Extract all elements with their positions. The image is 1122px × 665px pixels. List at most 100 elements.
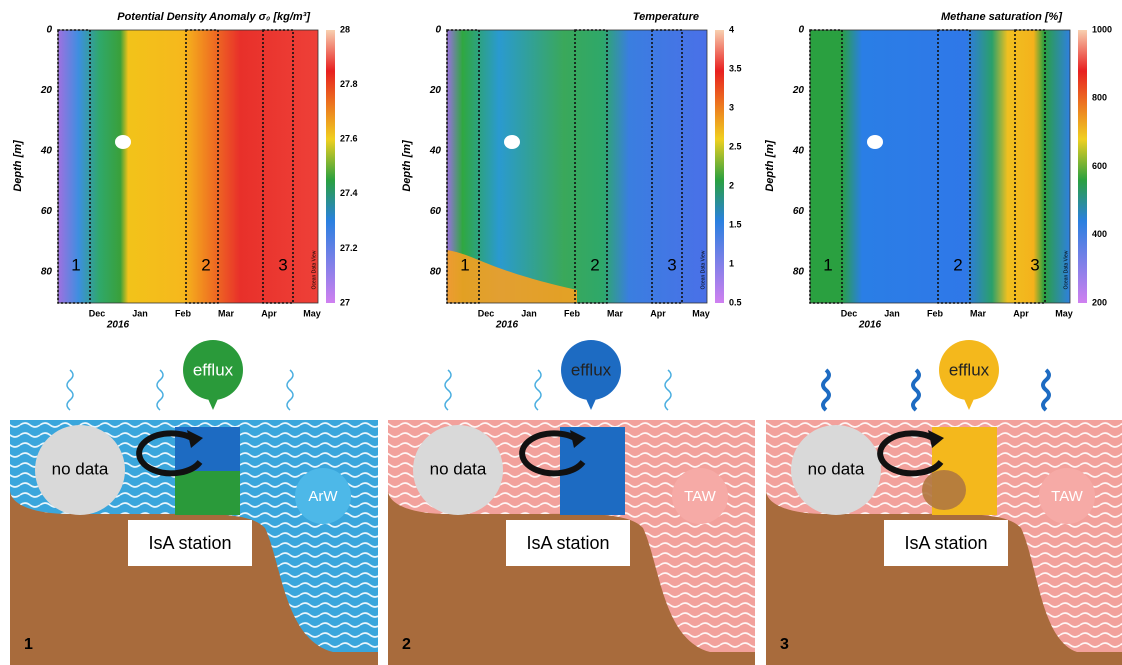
bubble-label: efflux bbox=[193, 360, 234, 379]
no-data-label: no data bbox=[430, 459, 487, 478]
x-tick-label: Apr bbox=[650, 308, 666, 318]
y-tick-label: 40 bbox=[40, 146, 53, 157]
wave-signal bbox=[445, 370, 451, 410]
colorbar-tick-label: 28 bbox=[340, 24, 350, 34]
y-axis-label: Depth [m] bbox=[401, 140, 413, 192]
x-tick-label: Mar bbox=[970, 308, 987, 318]
x-tick-label: Dec bbox=[89, 308, 106, 318]
colorbar bbox=[715, 30, 724, 303]
y-tick-label: 20 bbox=[40, 85, 53, 96]
x-tick-label: Dec bbox=[841, 308, 858, 318]
data-gap bbox=[115, 135, 131, 149]
x-tick-label: Mar bbox=[607, 308, 624, 318]
colorbar-tick-label: 27.8 bbox=[340, 79, 358, 89]
no-data-label: no data bbox=[808, 459, 865, 478]
colorbar-tick-label: 1.5 bbox=[729, 219, 742, 229]
y-tick-label: 80 bbox=[430, 267, 442, 278]
y-axis-label: Depth [m] bbox=[12, 140, 24, 192]
x-tick-label: Feb bbox=[175, 308, 192, 318]
y-tick-label: 0 bbox=[798, 25, 804, 36]
station-bottom bbox=[175, 471, 240, 515]
year-label: 2016 bbox=[495, 320, 519, 331]
zone-label: 1 bbox=[460, 255, 469, 274]
zone-label: 2 bbox=[201, 255, 210, 274]
data-gap bbox=[867, 135, 883, 149]
colorbar bbox=[326, 30, 335, 303]
colorbar-tick-label: 27.2 bbox=[340, 243, 358, 253]
x-tick-label: May bbox=[692, 308, 710, 318]
colorbar-tick-label: 800 bbox=[1092, 93, 1107, 103]
y-tick-label: 80 bbox=[793, 267, 805, 278]
colorbar-tick-label: 2 bbox=[729, 180, 734, 190]
colorbar-tick-label: 1 bbox=[729, 258, 734, 268]
y-tick-label: 80 bbox=[41, 267, 53, 278]
colorbar-tick-label: 1000 bbox=[1092, 24, 1112, 34]
x-tick-label: Dec bbox=[478, 308, 495, 318]
colorbar-tick-label: 600 bbox=[1092, 161, 1107, 171]
station-label: IsA station bbox=[526, 533, 609, 553]
colorbar bbox=[1078, 30, 1087, 303]
x-tick-label: Apr bbox=[261, 308, 277, 318]
water-mass-label: ArW bbox=[308, 488, 338, 505]
panel-number: 3 bbox=[780, 636, 789, 653]
y-tick-label: 20 bbox=[792, 85, 805, 96]
colorbar-tick-label: 2.5 bbox=[729, 141, 742, 151]
colorbar-tick-label: 4 bbox=[729, 24, 734, 34]
zone-label: 3 bbox=[278, 255, 287, 274]
year-label: 2016 bbox=[858, 320, 882, 331]
x-tick-label: May bbox=[303, 308, 321, 318]
year-label: 2016 bbox=[106, 320, 130, 331]
sediment bbox=[922, 470, 966, 510]
no-data-label: no data bbox=[52, 459, 109, 478]
x-tick-label: Jan bbox=[884, 308, 900, 318]
colorbar-tick-label: 400 bbox=[1092, 229, 1107, 239]
y-tick-label: 20 bbox=[429, 85, 442, 96]
y-tick-label: 60 bbox=[793, 206, 805, 217]
colorbar-tick-label: 0.5 bbox=[729, 297, 742, 307]
x-tick-label: Mar bbox=[218, 308, 235, 318]
colorbar-tick-label: 27 bbox=[340, 297, 350, 307]
y-axis-label: Depth [m] bbox=[764, 140, 776, 192]
panel-number: 2 bbox=[402, 636, 411, 653]
x-tick-label: Feb bbox=[927, 308, 944, 318]
wave-signal bbox=[823, 370, 829, 410]
figure: Potential Density Anomaly σ₀ [kg/m³] Dept… bbox=[0, 0, 1122, 665]
x-tick-label: Jan bbox=[132, 308, 148, 318]
wave-signal bbox=[665, 370, 671, 410]
wave-signal bbox=[287, 370, 293, 410]
y-tick-label: 0 bbox=[435, 25, 441, 36]
water-mass-label: TAW bbox=[1051, 488, 1083, 505]
wave-signal bbox=[1043, 370, 1049, 410]
colorbar-tick-label: 3.5 bbox=[729, 63, 742, 73]
panel-number: 1 bbox=[24, 636, 33, 653]
data-gap bbox=[504, 135, 520, 149]
water-mass-label: TAW bbox=[684, 488, 716, 505]
y-tick-label: 60 bbox=[41, 206, 53, 217]
y-tick-label: 40 bbox=[792, 146, 805, 157]
plot-title: Temperature bbox=[633, 11, 699, 23]
y-tick-label: 40 bbox=[429, 146, 442, 157]
zone-label: 3 bbox=[667, 255, 676, 274]
station-label: IsA station bbox=[148, 533, 231, 553]
wave-signal bbox=[157, 370, 163, 410]
wave-signal bbox=[913, 370, 919, 410]
watermark: Ocean Data View bbox=[700, 250, 706, 289]
zone-label: 2 bbox=[953, 255, 962, 274]
colorbar-tick-label: 27.4 bbox=[340, 188, 358, 198]
bubble-label: efflux bbox=[949, 360, 990, 379]
x-tick-label: Apr bbox=[1013, 308, 1029, 318]
station-label: IsA station bbox=[904, 533, 987, 553]
zone-label: 1 bbox=[71, 255, 80, 274]
bubble-label: efflux bbox=[571, 360, 612, 379]
x-tick-label: Jan bbox=[521, 308, 537, 318]
x-tick-label: May bbox=[1055, 308, 1073, 318]
colorbar-tick-label: 27.6 bbox=[340, 134, 358, 144]
watermark: Ocean Data View bbox=[1063, 250, 1069, 289]
plot-title: Methane saturation [%] bbox=[941, 11, 1062, 23]
colorbar-tick-label: 3 bbox=[729, 102, 734, 112]
wave-signal bbox=[67, 370, 73, 410]
zone-label: 3 bbox=[1030, 255, 1039, 274]
y-tick-label: 60 bbox=[430, 206, 442, 217]
plot-title: Potential Density Anomaly σ₀ [kg/m³] bbox=[117, 11, 310, 23]
watermark: Ocean Data View bbox=[311, 250, 317, 289]
